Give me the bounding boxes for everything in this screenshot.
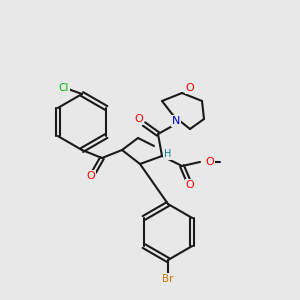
Text: O: O: [186, 83, 194, 93]
Text: O: O: [206, 157, 214, 167]
Text: Br: Br: [162, 274, 174, 284]
Text: O: O: [87, 171, 95, 181]
Text: O: O: [135, 114, 143, 124]
Text: N: N: [172, 116, 180, 126]
Text: Cl: Cl: [59, 83, 69, 93]
Text: H: H: [164, 149, 172, 159]
Text: O: O: [186, 180, 194, 190]
